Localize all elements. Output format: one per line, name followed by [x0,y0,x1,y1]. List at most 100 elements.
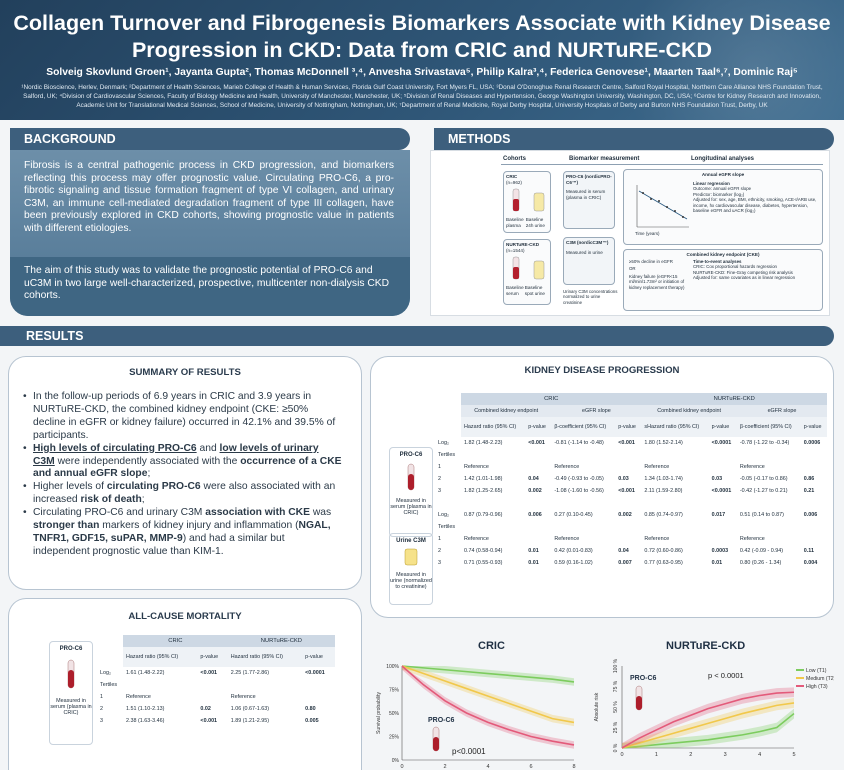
y-tick-label: 50 % [613,701,619,713]
x-tick-label: 3 [724,752,727,758]
cric-n: (n=962) [506,179,522,185]
table-cell: 0.11 [803,548,814,554]
summary-item-1: In the follow-up periods of 6.9 years in… [23,391,343,443]
mortality-biomarker-note: Measured in serum (plasma in CRIC) [50,698,92,716]
table-cell [551,521,615,533]
table-sub-head: Combined kidney endpoint [641,405,737,417]
table-row: Tertiles [97,679,335,691]
results-heading: RESULTS [0,326,834,346]
table-cell [709,449,737,461]
table-cell [615,461,641,473]
linreg-adjusted: Adjusted for: sex, age, BMI, ethnicity, … [693,197,817,214]
summary-text: markers of kidney injury and inflammatio… [99,520,299,532]
summary-text: low levels of urinary C3M [33,442,319,467]
baseline-serum: Baseline serum [506,285,524,296]
summary-text: was [309,507,332,519]
summary-text: and [196,442,220,454]
table-cohort-head: NURTuRE-CKD [641,393,827,405]
table-cell: 2.11 (1.59-2.80) [644,488,683,494]
table-cell: 0.03 [618,476,629,482]
table-cell [641,521,708,533]
proc6-box-label: PRO-C6 (nordicPRO-C6™) [566,174,612,185]
table-cell: 0.01 [528,548,539,554]
summary-item-2: High levels of circulating PRO-C6 and lo… [23,443,343,482]
table-cell: <0.0001 [305,670,325,676]
summary-title: SUMMARY OF RESULTS [129,367,241,378]
table-cell: 0.21 [803,488,815,494]
table-row: Log₂ 1.61 (1.48-2.22) <0.001 2.25 (1.77-2.8… [97,667,335,679]
background-heading: BACKGROUND [10,128,410,150]
table-cell: 0.59 (0.16-1.02) [554,560,593,566]
table-col-head: Hazard ratio (95% CI) [227,647,303,667]
table-cell: 3 [438,560,441,566]
confidence-band [402,666,574,686]
table-cell: -0.42 (-1.27 to 0.21) [739,488,788,494]
y-tick-label: 0 % [613,743,619,752]
table-cell: 0.01 [528,560,539,566]
table-col-head: p-value [525,417,552,437]
x-tick-label: 2 [689,752,692,758]
author-list: Solveig Skovlund Groen¹, Jayanta Gupta²,… [46,67,798,78]
nurture-chart-title: NURTuRE-CKD [666,640,746,652]
table-cell: 0.80 (0.26 - 1.34) [739,560,782,566]
table-cell: <0.001 [618,440,635,446]
y-tick-label: 75 % [613,680,619,692]
blood-tube-icon [635,685,643,711]
summary-text: High levels of circulating PRO-C6 [33,442,197,454]
table-cell: 0.87 (0.79-0.96) [464,512,503,518]
summary-text: occurrence of a CKE and annual eGFR slop… [33,455,342,480]
table-cell: 2.38 (1.63-3.46) [126,718,165,724]
table-cell [641,449,708,461]
table-cell [525,521,551,533]
table-cell [801,461,827,473]
table-cell [525,533,551,545]
summary-text: were also associated with an increased [33,481,336,506]
table-row: 3 2.38 (1.63-3.46) <0.001 1.89 (1.21-2.95) 0… [97,715,335,727]
time-axis-label: Time (years) [635,231,660,236]
table-cell: 1.82 (1.25-2.65) [464,488,503,494]
linreg-block: Linear regression Outcome: annual eGFR s… [693,181,819,213]
table-cell [615,521,641,533]
urine-cup-icon [404,548,418,566]
table-cell: 1.80 (1.52-2.14) [644,440,683,446]
proc6-measured: Measured in serum (plasma in CRIC) [566,189,606,200]
series-line [621,712,795,749]
summary-text: circulating PRO-C6 [106,481,201,493]
table-cell: 0.004 [803,560,818,566]
tte-adjusted: Adjusted for: same covariates as in line… [693,275,796,281]
summary-text: association with CKE [205,507,310,519]
table-cell: Log₂ [438,512,450,518]
table-cell: Reference [739,536,765,542]
methods-col-cohorts: Cohorts [503,156,526,162]
series-line [401,665,575,683]
table-col-head: β-coefficient (95% CI) [551,417,616,437]
table-cell: 0.86 [803,476,815,482]
kdp-title: KIDNEY DISEASE PROGRESSION [524,365,680,376]
table-cell: 0.02 [200,706,211,712]
table-cell: 0.04 [528,476,539,482]
linreg-predictor: Predictor: biomarker (log₂) [693,191,745,197]
table-cell: <0.001 [528,440,545,446]
series-line [621,691,795,749]
methods-col-longitudinal: Longitudinal analyses [691,156,755,162]
table-cell: 0.002 [528,488,542,494]
table-cell [525,449,551,461]
table-cell: 2 [100,706,103,712]
linreg-outcome: Outcome: annual eGFR slope [693,186,752,192]
legend-label: High (T3) [806,684,828,690]
table-cell: <0.0001 [711,440,732,446]
table-cell: Tertiles [100,682,118,688]
table-col-head: p-value [197,647,228,667]
table-cell: Reference [230,694,256,700]
table-cell: 0.01 [711,560,723,566]
poster-header: Collagen Turnover and Fibrogenesis Bioma… [0,0,844,120]
proc6-measure-box: PRO-C6 (nordicPRO-C6™) Measured in serum… [563,171,615,229]
mortality-biomarker-tag: PRO-C6 Measured in serum (plasma in CRIC… [49,641,93,745]
blood-tube-icon [407,463,415,491]
cric-label: CRIC [506,174,518,179]
series-line [401,665,575,724]
table-cell [801,449,827,461]
cke-box: Combined kidney endpoint (CKE) [623,249,823,311]
x-tick-label: 2 [443,764,446,770]
table-cell [302,691,335,703]
